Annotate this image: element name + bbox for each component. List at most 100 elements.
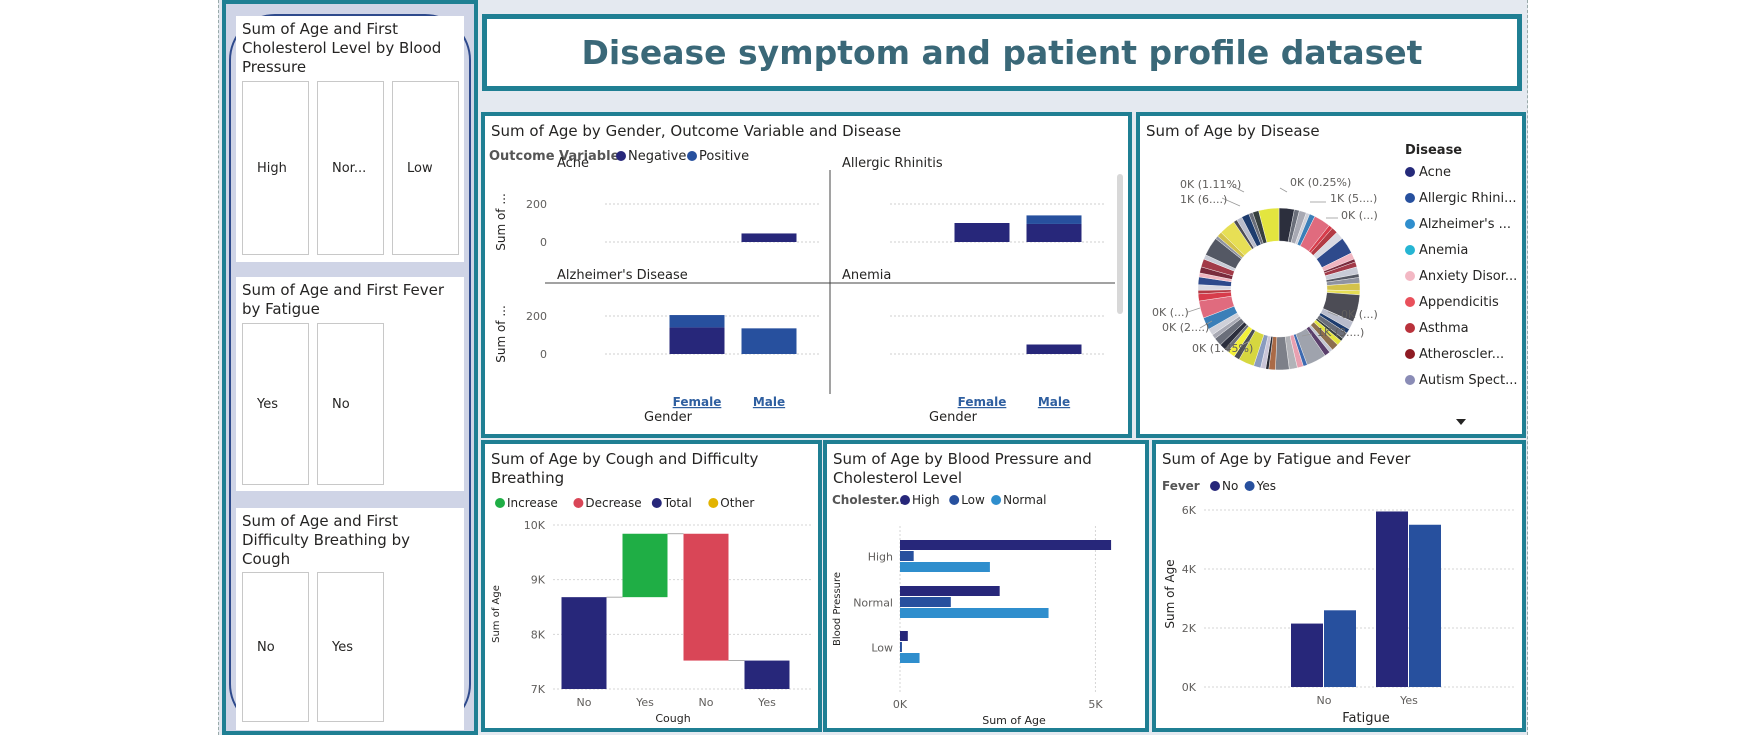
bar-negative-male[interactable] bbox=[741, 233, 797, 242]
legend-decrease-label[interactable]: Decrease bbox=[585, 496, 641, 510]
x-tick-label[interactable]: Female bbox=[958, 395, 1007, 409]
legend-marker-acne bbox=[1405, 167, 1415, 177]
x-tick-label: No bbox=[577, 696, 592, 709]
x-tick-label[interactable]: Male bbox=[1038, 395, 1070, 409]
panel-title: Allergic Rhinitis bbox=[842, 156, 943, 171]
legend-item-appendicitis[interactable]: Appendicitis bbox=[1419, 295, 1499, 310]
bar-positive-female[interactable] bbox=[669, 315, 725, 328]
x-tick-label[interactable]: Male bbox=[753, 395, 785, 409]
legend-item-autism-spect[interactable]: Autism Spect... bbox=[1419, 373, 1518, 388]
bar-high-normal[interactable] bbox=[900, 562, 990, 572]
slicer-tile-no[interactable]: No bbox=[317, 323, 384, 485]
bar-negative-female[interactable] bbox=[669, 327, 725, 354]
visual-cough-waterfall[interactable]: Sum of Age by Cough and Difficulty Breat… bbox=[481, 440, 822, 732]
slicer-title: Sum of Age and First Cholesterol Level b… bbox=[242, 20, 442, 76]
data-label: 0K (0.25%) bbox=[1290, 176, 1351, 189]
bar-positive-male[interactable] bbox=[1026, 215, 1082, 224]
legend-yes-label[interactable]: Yes bbox=[1256, 479, 1276, 493]
bar-positive-male[interactable] bbox=[741, 328, 797, 354]
waterfall-bar-increase[interactable] bbox=[622, 533, 668, 598]
panel-acne: Acne 200 0 Sum of ... bbox=[494, 156, 820, 251]
legend-item-anxiety-disor[interactable]: Anxiety Disor... bbox=[1419, 269, 1517, 284]
y-tick-label: 9K bbox=[531, 574, 546, 587]
bar-high-low[interactable] bbox=[900, 551, 914, 561]
x-tick-label: 5K bbox=[1088, 698, 1103, 711]
visual-fatigue-fever[interactable]: Sum of Age by Fatigue and Fever Fever No… bbox=[1152, 440, 1526, 732]
legend-increase-label[interactable]: Increase bbox=[507, 496, 558, 510]
x-axis-title: Fatigue bbox=[1342, 711, 1389, 726]
visual-bp-cholesterol[interactable]: Sum of Age by Blood Pressure and Cholest… bbox=[823, 440, 1149, 732]
legend-item-atheroscler[interactable]: Atheroscler... bbox=[1419, 347, 1504, 362]
legend-normal-label[interactable]: Normal bbox=[1003, 493, 1046, 507]
legend-marker-autism-spect bbox=[1405, 375, 1415, 385]
legend-title: Disease bbox=[1405, 143, 1462, 158]
bar-negative-male[interactable] bbox=[1026, 344, 1082, 355]
bar-high-high[interactable] bbox=[900, 540, 1112, 550]
title-banner: Disease symptom and patient profile data… bbox=[482, 14, 1522, 91]
callout-line bbox=[1301, 333, 1313, 337]
waterfall-bar-total[interactable] bbox=[561, 597, 607, 689]
data-label: 0K (1.11%) bbox=[1180, 178, 1241, 191]
bar-normal-normal[interactable] bbox=[900, 608, 1049, 618]
legend-no-marker bbox=[1210, 481, 1220, 491]
legend-total-label[interactable]: Total bbox=[663, 496, 692, 510]
legend-scroll-down-icon[interactable] bbox=[1456, 419, 1466, 425]
visual-title: Sum of Age by Cough and Difficulty Breat… bbox=[491, 450, 759, 487]
callout-line bbox=[1279, 187, 1288, 193]
waterfall-bar-total[interactable] bbox=[744, 660, 790, 689]
legend-low-label[interactable]: Low bbox=[961, 493, 985, 507]
data-label: 0K (2....) bbox=[1162, 321, 1209, 334]
bar-normal-low[interactable] bbox=[900, 597, 951, 607]
bar-no-yes[interactable] bbox=[1324, 610, 1356, 687]
bar-no-no[interactable] bbox=[1291, 623, 1323, 687]
bar-yes-no[interactable] bbox=[1376, 511, 1408, 687]
bar-low-low[interactable] bbox=[900, 642, 902, 652]
legend-item-alzheimer-s[interactable]: Alzheimer's ... bbox=[1419, 217, 1511, 232]
visual-title: Sum of Age by Disease bbox=[1146, 122, 1320, 140]
slicer-tile-high[interactable]: High bbox=[242, 81, 309, 255]
slicer-tile-low[interactable]: Low bbox=[392, 81, 459, 255]
x-tick-label[interactable]: Female bbox=[673, 395, 722, 409]
bar-negative-male[interactable] bbox=[1026, 223, 1082, 242]
slicer-title: Sum of Age and First Difficulty Breathin… bbox=[242, 512, 410, 568]
legend-item-acne[interactable]: Acne bbox=[1419, 165, 1451, 180]
bar-low-normal[interactable] bbox=[900, 653, 920, 663]
callout-line bbox=[1221, 197, 1241, 207]
y-tick-label: 10K bbox=[524, 519, 546, 532]
legend-total-marker bbox=[651, 498, 662, 508]
legend-increase-marker bbox=[495, 498, 505, 508]
slicer-tile-normal[interactable]: Nor... bbox=[317, 81, 384, 255]
donut-slice[interactable] bbox=[1258, 207, 1280, 243]
panel-anemia: Anemia bbox=[842, 268, 1105, 355]
legend-positive-label[interactable]: Positive bbox=[699, 149, 749, 164]
slicer-tile-no[interactable]: No bbox=[242, 572, 309, 722]
data-label: 0K (...) bbox=[1341, 209, 1378, 222]
bar-normal-high[interactable] bbox=[900, 586, 1000, 596]
scrollbar[interactable] bbox=[1117, 174, 1123, 314]
legend-decrease-marker bbox=[573, 498, 584, 508]
legend-yes-marker bbox=[1244, 481, 1255, 491]
legend-no-label[interactable]: No bbox=[1222, 479, 1238, 493]
visual-disease-donut[interactable]: Sum of Age by Disease 0K (1.11%) 0K (0.25… bbox=[1136, 112, 1526, 438]
slicer-tile-yes[interactable]: Yes bbox=[317, 572, 384, 722]
visual-gender-outcome[interactable]: Sum of Age by Gender, Outcome Variable a… bbox=[481, 112, 1132, 438]
legend-item-anemia[interactable]: Anemia bbox=[1419, 243, 1468, 258]
bar-low-high[interactable] bbox=[900, 631, 908, 641]
legend-other-label[interactable]: Other bbox=[720, 496, 754, 510]
legend-item-asthma[interactable]: Asthma bbox=[1419, 321, 1469, 336]
callout-line bbox=[1231, 185, 1245, 193]
y-axis-title: Sum of Age bbox=[1163, 559, 1177, 628]
bar-negative-female[interactable] bbox=[954, 223, 1010, 242]
slicer-tile-yes[interactable]: Yes bbox=[242, 323, 309, 485]
legend-marker-allergic-rhini bbox=[1405, 193, 1415, 203]
bar-yes-yes[interactable] bbox=[1409, 524, 1441, 687]
waterfall-bar-decrease[interactable] bbox=[683, 533, 729, 661]
legend-title: Outcome Variable bbox=[489, 149, 620, 164]
legend-negative-label[interactable]: Negative bbox=[628, 149, 686, 164]
slicer-blood-pressure: Sum of Age and First Cholesterol Level b… bbox=[236, 16, 464, 262]
panel-alzheimer-s-disease: Alzheimer's Disease 200 0 Sum of ... bbox=[494, 268, 820, 363]
legend-item-allergic-rhini[interactable]: Allergic Rhini... bbox=[1419, 191, 1517, 206]
panel-title: Alzheimer's Disease bbox=[557, 268, 688, 283]
legend-high-label[interactable]: High bbox=[912, 493, 940, 507]
legend-positive-marker bbox=[687, 151, 697, 161]
